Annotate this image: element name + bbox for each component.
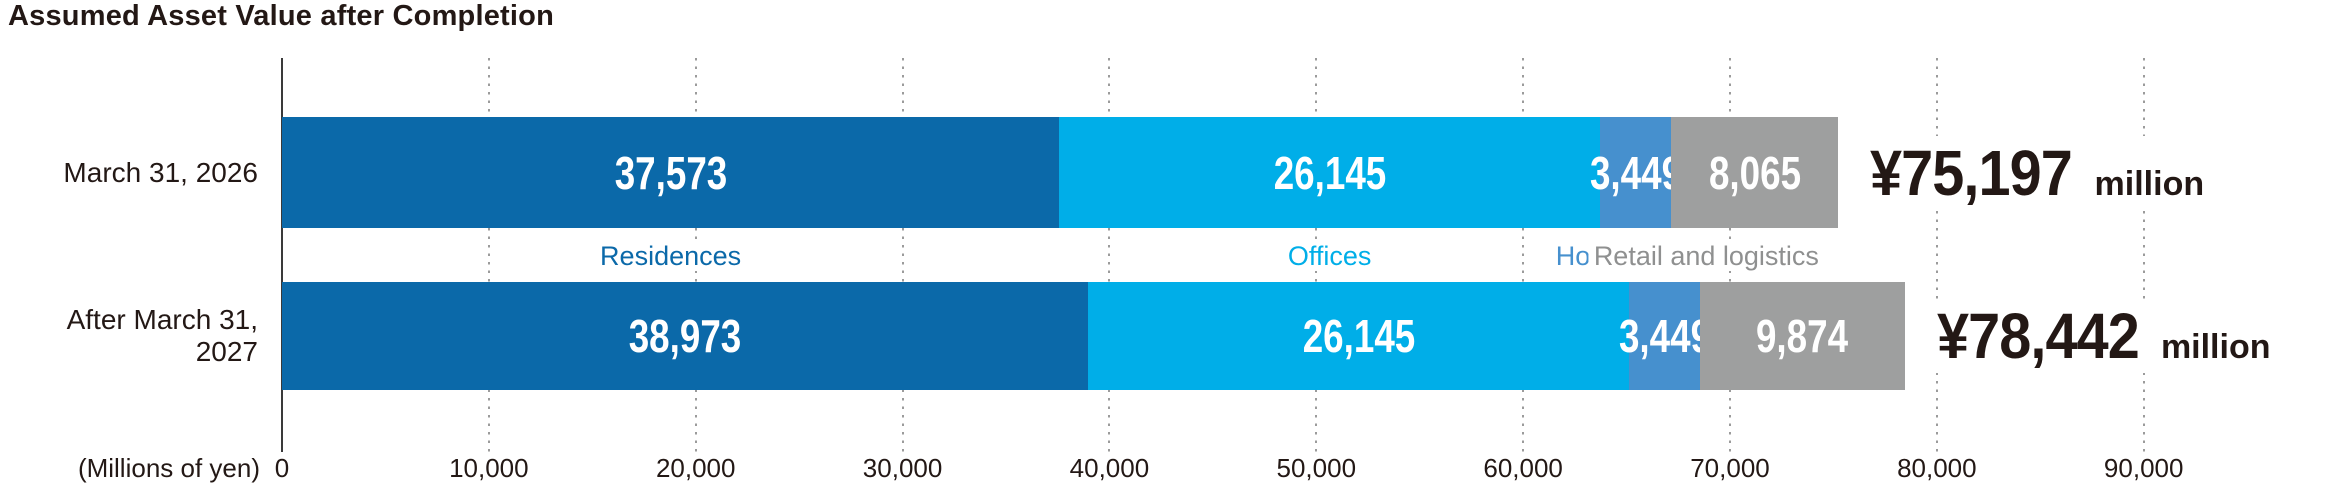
gridline (1522, 58, 1525, 452)
bar-segment-retail-and-logistics: 9,874 (1700, 282, 1905, 390)
bar-segment-residences: 38,973 (282, 282, 1089, 390)
x-tick-label: 50,000 (1276, 453, 1357, 483)
gridline (487, 58, 490, 452)
segment-value-label: 26,145 (1273, 146, 1386, 199)
x-tick-label: 20,000 (655, 453, 736, 483)
legend-item-residences: Residences (595, 241, 747, 271)
gridline (2142, 58, 2145, 452)
segment-value-label: 8,065 (1708, 146, 1801, 199)
bar-segment-retail-and-logistics: 8,065 (1671, 117, 1839, 228)
row-label: March 31, 2026 (63, 156, 258, 188)
bar-segment-offices: 26,145 (1088, 282, 1629, 390)
segment-value-label: 26,145 (1302, 310, 1415, 362)
bar-segment-hotels: 3,449 (1619, 282, 1711, 390)
chart-title: Assumed Asset Value after Completion (8, 0, 554, 32)
bar-segment-hotels: 3,449 (1590, 117, 1682, 228)
x-tick-label: 60,000 (1483, 453, 1563, 483)
total-amount: ¥78,442 (1936, 300, 2140, 372)
x-tick-label: 30,000 (862, 453, 943, 483)
x-tick-label: 40,000 (1069, 453, 1150, 483)
x-tick-label: 0 (274, 453, 290, 483)
total-value-label: ¥78,442 million (1930, 299, 2277, 373)
x-axis-unit-label: (Millions of yen) (77, 453, 260, 483)
x-tick-label: 90,000 (2103, 453, 2184, 483)
x-tick-label: 10,000 (449, 453, 529, 483)
gridline (1108, 58, 1111, 452)
x-tick-label: 80,000 (1897, 453, 1977, 483)
y-axis-line (281, 58, 283, 452)
segment-value-label: 38,973 (628, 310, 742, 362)
segment-value-label: 3,449 (1589, 146, 1682, 199)
legend-item-retail-and-logistics: Retail and logistics (1588, 241, 1824, 271)
segment-value-label: 37,573 (614, 146, 727, 199)
bar-segment-offices: 26,145 (1059, 117, 1601, 228)
segment-value-label: 3,449 (1618, 310, 1711, 362)
total-unit: million (2094, 164, 2205, 203)
gridline (901, 58, 904, 452)
total-amount: ¥75,197 (1870, 136, 2073, 209)
row-label: After March 31, 2027 (66, 304, 258, 367)
segment-value-label: 9,874 (1756, 310, 1849, 362)
gridline (1935, 58, 1938, 452)
bar-segment-residences: 37,573 (282, 117, 1060, 228)
x-tick-label: 70,000 (1690, 453, 1770, 483)
legend-item-offices: Offices (1282, 241, 1377, 271)
total-unit: million (2160, 328, 2271, 366)
total-value-label: ¥75,197 million (1864, 135, 2211, 210)
